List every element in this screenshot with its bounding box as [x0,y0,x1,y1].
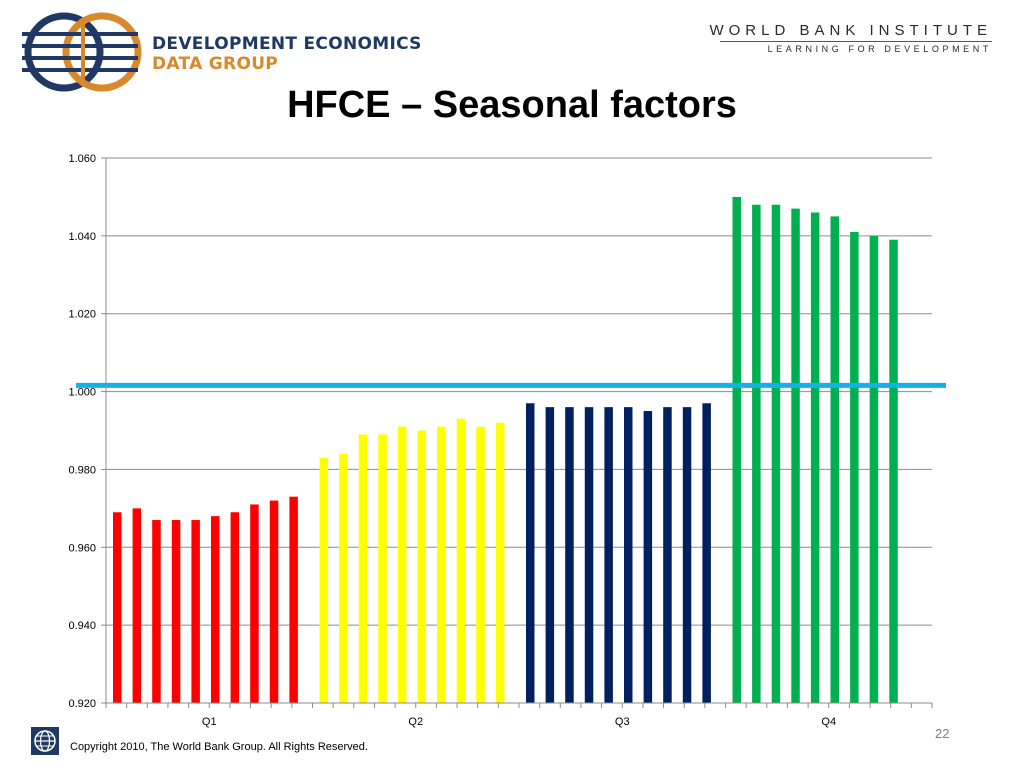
y-axis-ticks: 0.920 0.940 0.960 0.980 1.000 1.020 1.040 1.060 [68,153,106,710]
x-axis-labels: Q1 Q2 Q3 Q4 [202,716,836,728]
bar [456,418,466,703]
bar [702,403,711,703]
bar [132,508,142,703]
y-tick-label: 0.940 [68,620,96,632]
institute-divider [720,41,992,42]
y-tick-label: 1.060 [68,153,96,165]
y-tick-label: 0.980 [68,464,96,476]
bar [211,516,220,703]
logo-line-2: DATA GROUP [152,54,279,74]
x-tick-label: Q4 [821,716,836,728]
world-bank-globe-icon [31,727,59,755]
bar [771,204,781,703]
bar [624,407,633,703]
bar [289,496,298,703]
bars [113,196,898,703]
bar [643,411,653,703]
y-tick-label: 1.020 [68,309,96,321]
bar [752,204,761,703]
bar [495,422,505,703]
bar [869,235,879,703]
page-number: 22 [935,726,950,741]
axes [105,158,933,708]
bar [545,407,555,703]
bar [476,426,485,703]
bar [810,212,820,703]
bar [663,407,672,703]
slide-title: HFCE – Seasonal factors [287,84,737,126]
bar [250,504,259,703]
bar [230,512,240,703]
bar [565,407,574,703]
y-tick-label: 1.040 [68,231,96,243]
y-tick-label: 1.000 [68,387,96,399]
bar [830,216,839,703]
x-tick-label: Q2 [408,716,423,728]
x-tick-label: Q1 [202,716,217,728]
bar [732,196,741,703]
bar [850,231,859,703]
gridlines [106,157,932,704]
bar [604,407,613,703]
bar [437,426,446,703]
institute-title: WORLD BANK INSTITUTE [709,22,992,39]
bar [319,457,328,703]
bar [889,239,898,703]
bar [526,403,535,703]
bar [584,407,594,703]
y-tick-label: 0.920 [68,698,96,710]
bar [682,407,692,703]
copyright-text: Copyright 2010, The World Bank Group. Al… [70,741,368,753]
institute-subtitle: LEARNING FOR DEVELOPMENT [767,44,992,54]
bar [113,512,122,703]
bar [378,434,387,703]
bar [171,520,181,703]
dec-data-group-logo [22,12,142,92]
bar [791,208,800,703]
bar [339,453,348,703]
bar [152,520,161,703]
bar [191,520,200,703]
bar [269,500,279,703]
bar [397,426,407,703]
x-tick-label: Q3 [615,716,630,728]
bar [358,434,368,703]
bar [417,430,426,703]
y-tick-label: 0.960 [68,542,96,554]
logo-line-1: DEVELOPMENT ECONOMICS [152,34,422,54]
